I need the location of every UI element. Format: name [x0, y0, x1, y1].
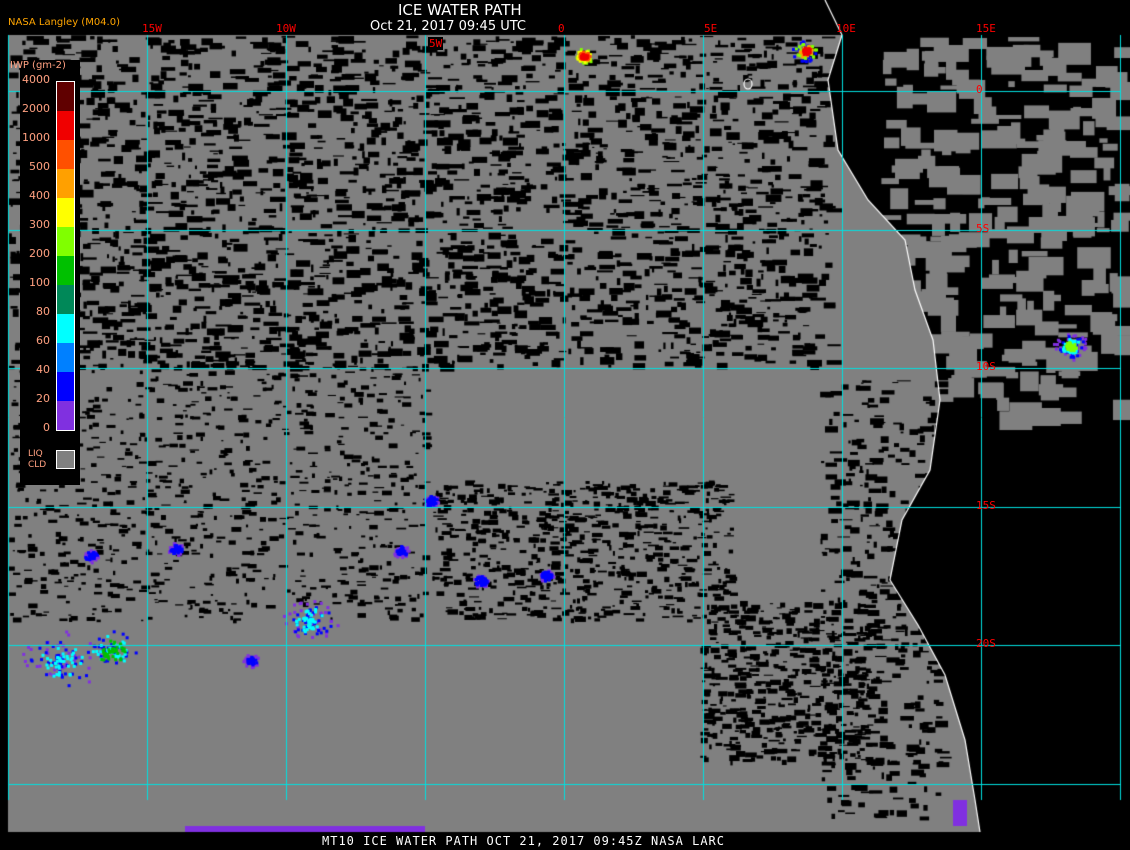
- legend-color-swatch: [57, 140, 74, 169]
- lon-label-10w: 10W: [276, 22, 296, 35]
- liquid-cloud-label-1: LIQ: [28, 449, 43, 459]
- legend-level-label: 60: [36, 334, 50, 347]
- legend-level-label: 0: [43, 421, 50, 434]
- lat-label-0: 0: [976, 83, 983, 96]
- legend-level-label: 4000: [22, 73, 50, 86]
- lat-label-20s: 20S: [976, 637, 996, 650]
- lon-label-15e: 15E: [976, 22, 996, 35]
- lon-label-0: 0: [558, 22, 565, 35]
- legend-level-label: 1000: [22, 131, 50, 144]
- lon-label-10e: 10E: [836, 22, 856, 35]
- legend-level-label: 500: [29, 160, 50, 173]
- legend-level-label: 200: [29, 247, 50, 260]
- legend-level-label: 300: [29, 218, 50, 231]
- legend-level-label: 2000: [22, 102, 50, 115]
- legend-color-swatch: [57, 111, 74, 140]
- legend-title: IWP (gm-2): [10, 60, 66, 71]
- legend-color-swatch: [57, 314, 74, 343]
- lon-label-5w: 5W: [428, 37, 444, 50]
- legend-level-label: 20: [36, 392, 50, 405]
- footer-caption: MT10 ICE WATER PATH OCT 21, 2017 09:45Z …: [322, 834, 726, 848]
- lat-label-15s: 15S: [976, 499, 996, 512]
- legend-color-swatch: [57, 169, 74, 198]
- legend-level-label: 100: [29, 276, 50, 289]
- legend-level-label: 400: [29, 189, 50, 202]
- legend-level-label: 40: [36, 363, 50, 376]
- lat-label-10s: 10S: [976, 360, 996, 373]
- liquid-cloud-label: LIQ CLD: [28, 449, 46, 471]
- legend-color-swatch: [57, 198, 74, 227]
- color-legend: IWP (gm-2) 4000 2000 1000 500 400 300 200 100 80…: [10, 60, 80, 485]
- lon-label-5e: 5E: [704, 22, 718, 35]
- legend-color-swatch: [57, 256, 74, 285]
- lon-label-15w: 15W: [142, 22, 162, 35]
- liquid-cloud-swatch: [56, 450, 75, 469]
- map-title: ICE WATER PATH: [398, 1, 522, 19]
- legend-color-swatch: [57, 227, 74, 256]
- map-timestamp: Oct 21, 2017 09:45 UTC: [370, 19, 526, 34]
- legend-color-swatch: [57, 401, 74, 430]
- liquid-cloud-label-2: CLD: [28, 460, 47, 470]
- credit-label: NASA Langley (M04.0): [8, 17, 120, 28]
- legend-color-swatch: [57, 82, 74, 111]
- legend-color-swatch: [57, 372, 74, 401]
- legend-color-bar: [56, 81, 75, 431]
- legend-color-swatch: [57, 285, 74, 314]
- legend-level-label: 80: [36, 305, 50, 318]
- legend-color-swatch: [57, 343, 74, 372]
- lat-label-5s: 5S: [976, 222, 990, 235]
